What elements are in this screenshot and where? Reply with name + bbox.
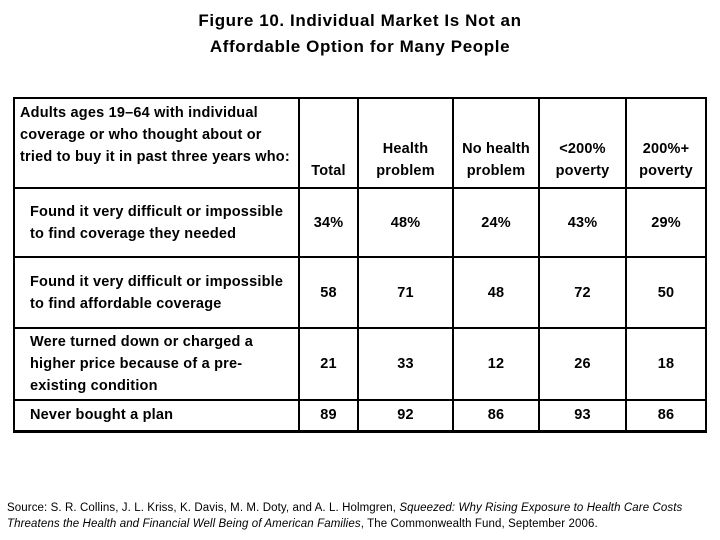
cell-value: 58 [298,256,359,329]
source-note: Source: S. R. Collins, J. L. Kriss, K. D… [7,501,713,532]
cell-value: 86 [452,399,540,433]
row-label: Never bought a plan [13,399,300,433]
cell-value: 18 [625,327,707,401]
cell-value: 43% [538,187,627,258]
cell-value: 21 [298,327,359,401]
figure-title-line1: Figure 10. Individual Market Is Not an [198,11,522,30]
cell-value: 86 [625,399,707,433]
row-label: Found it very difficult or impossible to… [13,256,300,329]
row-label: Found it very difficult or impossible to… [13,187,300,258]
cell-value: 24% [452,187,540,258]
source-title-italic: Squeezed: Why Rising Exposure to Health … [7,502,683,530]
figure-title-line2: Affordable Option for Many People [209,37,511,56]
table-header-row: Adults ages 19–64 with individual covera… [13,97,707,189]
cell-value: 50 [625,256,707,329]
row-header-cell: Adults ages 19–64 with individual covera… [13,97,300,189]
cell-value: 34% [298,187,359,258]
column-header-no-health-problem: No health problem [452,97,540,189]
row-label: Were turned down or charged a higher pri… [13,327,300,401]
cell-value: 48% [357,187,454,258]
column-header-200-plus-poverty: 200%+ poverty [625,97,707,189]
cell-value: 93 [538,399,627,433]
cell-value: 71 [357,256,454,329]
table-row: Found it very difficult or impossible to… [13,256,707,329]
table-row: Found it very difficult or impossible to… [13,187,707,258]
data-table: Adults ages 19–64 with individual covera… [13,97,707,433]
cell-value: 72 [538,256,627,329]
cell-value: 26 [538,327,627,401]
table-row: Never bought a plan 89 92 86 93 86 [13,399,707,433]
source-prefix: Source: S. R. Collins, J. L. Kriss, K. D… [7,502,400,514]
cell-value: 89 [298,399,359,433]
cell-value: 29% [625,187,707,258]
cell-value: 92 [357,399,454,433]
column-header-under-200-poverty: <200% poverty [538,97,627,189]
source-suffix: , The Commonwealth Fund, September 2006. [360,517,598,530]
table-row: Were turned down or charged a higher pri… [13,327,707,401]
cell-value: 12 [452,327,540,401]
column-header-health-problem: Health problem [357,97,454,189]
cell-value: 33 [357,327,454,401]
column-header-total: Total [298,97,359,189]
figure-title: Figure 10. Individual Market Is Not an A… [0,8,720,60]
cell-value: 48 [452,256,540,329]
